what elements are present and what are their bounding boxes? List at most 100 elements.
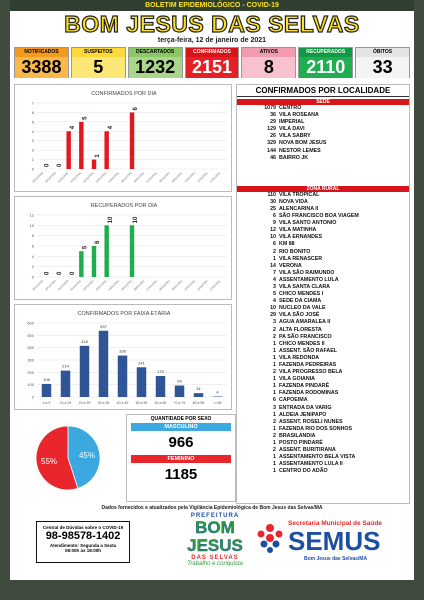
y-tick-label: 400 — [27, 345, 34, 350]
locality-name: NOVA BOM JESUS — [279, 140, 327, 147]
value-label: 106 — [43, 377, 50, 382]
locality-count: 26 — [270, 133, 276, 140]
locality-count: 9 — [273, 220, 276, 227]
locality-name: FAZENDA PINDARÉ — [279, 383, 330, 390]
stat-value: 1232 — [128, 57, 182, 78]
locality-count: 46 — [270, 154, 276, 161]
locality-count: 3 — [273, 283, 276, 290]
locality-count: 12 — [270, 227, 276, 234]
locality-name: SÃO FRANCISCO BOA VIAGEM — [279, 213, 359, 220]
x-tick-label: 11/01/2021 — [196, 171, 209, 184]
stat-value: 2151 — [185, 57, 239, 78]
locality-row: 1 ASSENTAMENTO BELA VISTA — [237, 454, 409, 461]
locality-name: PA SÃO FRANCISCO — [279, 333, 332, 340]
y-tick-label: 10 — [30, 223, 35, 228]
locality-count: 14 — [270, 262, 276, 269]
value-label: 4 — [216, 390, 219, 395]
x-tick-label: 05/01/2021 — [120, 279, 133, 292]
value-label: 214 — [62, 364, 69, 369]
sex-label: MASCULINO — [131, 423, 231, 431]
x-tick-label: 30/12/2020 — [44, 279, 57, 292]
value-label: 10 — [108, 216, 114, 223]
locality-row: 1 CHICO MENDES II — [237, 341, 409, 348]
bar — [155, 376, 166, 397]
locality-count: 4 — [273, 276, 276, 283]
locality-count: 1 — [273, 347, 276, 354]
y-tick-label: 300 — [27, 358, 34, 363]
y-tick-label: 1 — [32, 157, 35, 162]
stat-label: SUSPEITOS — [71, 48, 125, 57]
locality-row: 30 NOVA VIDA — [237, 199, 409, 206]
locality-name: KM 88 — [279, 241, 295, 248]
x-tick-label: 06/01/2021 — [133, 279, 146, 292]
locality-count: 2 — [273, 369, 276, 376]
pie-slice — [67, 425, 101, 489]
value-label: 336 — [119, 349, 126, 354]
x-tick-label: 01/01/2021 — [69, 171, 82, 184]
locality-name: CENTRO — [279, 105, 302, 111]
locality-count: 2 — [273, 432, 276, 439]
locality-name: AGUA AMARALEA II — [279, 319, 331, 326]
phone-hours: 08:00h às 18:00h — [64, 548, 102, 553]
semus-name: SEMUS — [288, 526, 381, 556]
bulletin: BOLETIM EPIDEMIOLÓGICO - COVID-19 BOM JE… — [10, 0, 414, 580]
locality-row: 46 BAIRRO JK — [237, 155, 409, 162]
locality-count: 129 — [267, 126, 276, 133]
locality-name: VILA TROPICAL — [279, 191, 320, 198]
locality-count: 1 — [273, 461, 276, 468]
x-tick-label: 30/12/2020 — [44, 171, 57, 184]
locality-count: 1 — [273, 425, 276, 432]
x-tick-label: 02/01/2021 — [82, 279, 95, 292]
x-tick-label: 12/01/2021 — [209, 279, 222, 292]
x-tick-label: 05/01/2021 — [120, 171, 133, 184]
locality-row: 3 AGUA AMARALEA II — [237, 319, 409, 326]
locality-name: VILA REDONDA — [279, 354, 320, 361]
locality-count: 1 — [273, 376, 276, 383]
y-tick-label: 3 — [32, 138, 35, 143]
stats-row: NOTIFICADOS 3388 SUSPEITOS 5 DESCARTADOS 1232… — [14, 47, 411, 78]
value-label: 5 — [83, 245, 89, 249]
y-tick-label: 8 — [32, 233, 35, 238]
locality-row: 2 VILA PROGRESSO BELA — [237, 369, 409, 376]
locality-row: 29 IMPERIAL — [237, 119, 409, 126]
locality-name: ASSENT. ROSELI NUNES — [279, 418, 343, 425]
value-label: 170 — [157, 369, 164, 374]
locality-row: 1 VILA GOIANIA — [237, 376, 409, 383]
x-tick-label: 07/01/2021 — [145, 171, 158, 184]
locality-title: CONFIRMADOS POR LOCALIDADE — [237, 85, 409, 97]
x-tick-label: 31/12/2020 — [57, 171, 70, 184]
x-tick-label: 12/01/2021 — [209, 171, 222, 184]
y-tick-label: 12 — [30, 213, 35, 218]
value-label: 5 — [83, 116, 89, 120]
value-label: 31 — [196, 386, 201, 391]
stat-card: RECUPERADOS 2110 — [298, 47, 354, 78]
x-tick-label: 60 a 69 — [155, 401, 167, 405]
locality-row: 1 CENTRO DO ADÃO — [237, 468, 409, 475]
locality-row: 9 VILA SANTO ANTONIO — [237, 220, 409, 227]
locality-name: NESTOR LEMES — [279, 147, 321, 154]
locality-row: 1 VILA RENASCER — [237, 256, 409, 263]
chart-age: CONFIRMADOS POR FAIXA ETÁRIA010020030040… — [14, 304, 232, 410]
value-label: 537 — [100, 324, 107, 329]
value-label: 10 — [133, 216, 139, 223]
locality-row: 10 NUCLEO DA VALE — [237, 305, 409, 312]
locality-name: ASSENT. SÃO RAFAEL — [279, 347, 337, 354]
phone-number: 98-98578-1402 — [45, 530, 121, 542]
x-tick-label: 20 a 29 — [79, 401, 91, 405]
locality-name: VILA DAVI — [279, 126, 305, 133]
locality-name: CHICO MENDES I — [279, 291, 324, 298]
locality-row: 5 CHICO MENDES I — [237, 291, 409, 298]
x-tick-label: 02/01/2021 — [82, 171, 95, 184]
locality-count: 1 — [273, 440, 276, 447]
locality-row: 29 VILA SÃO JOSÉ — [237, 312, 409, 319]
bar — [79, 345, 90, 397]
bar — [79, 251, 84, 277]
bar — [41, 383, 52, 397]
locality-row: 6 SÃO FRANCISCO BOA VIAGEM — [237, 213, 409, 220]
locality-row: 1 FAZENDA RODOMINAS — [237, 390, 409, 397]
locality-count: 2 — [273, 326, 276, 333]
value-label: 4 — [108, 125, 114, 129]
locality-name: NOVA VIDA — [279, 198, 308, 205]
locality-count: 6 — [273, 213, 276, 220]
